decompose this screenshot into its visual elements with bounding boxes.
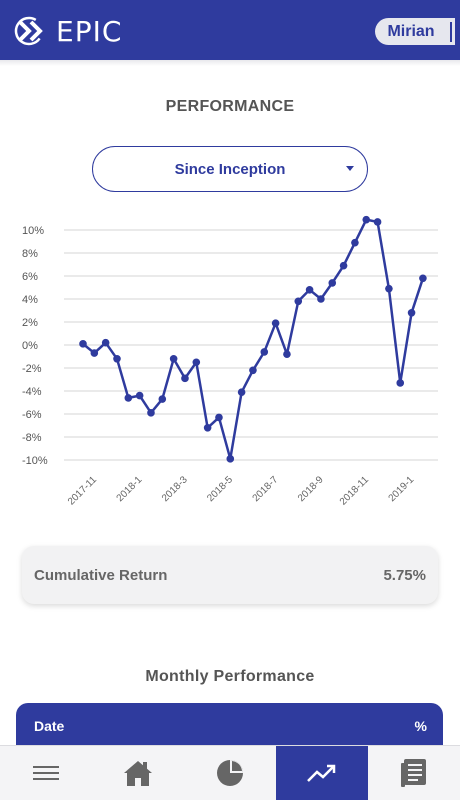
data-point[interactable] xyxy=(169,355,178,363)
data-point[interactable] xyxy=(294,297,303,306)
data-point[interactable] xyxy=(249,366,257,375)
header-shadow xyxy=(0,60,460,66)
data-point[interactable] xyxy=(192,358,201,367)
cumulative-return-label: Cumulative Return xyxy=(34,567,168,584)
y-tick-label: -4% xyxy=(22,386,42,398)
cumulative-return-value: 5.75% xyxy=(383,567,426,584)
y-tick-label: 4% xyxy=(22,294,38,306)
x-tick-label: 2018-9 xyxy=(296,474,326,504)
bottom-nav xyxy=(0,745,460,800)
data-point[interactable] xyxy=(226,455,235,463)
nav-home[interactable] xyxy=(92,746,184,800)
y-tick-label: 6% xyxy=(22,271,38,283)
monthly-performance-title: Monthly Performance xyxy=(145,668,315,685)
user-menu-button[interactable]: Mirian xyxy=(375,18,455,45)
x-tick-label: 2017-11 xyxy=(66,474,100,508)
data-point[interactable] xyxy=(147,409,155,417)
data-point[interactable] xyxy=(237,388,246,396)
data-point[interactable] xyxy=(351,238,359,247)
data-point[interactable] xyxy=(362,215,371,224)
period-selected-value: Since Inception xyxy=(174,160,286,178)
data-point[interactable] xyxy=(305,286,314,294)
y-tick-label: -2% xyxy=(22,363,42,375)
user-name: Mirian xyxy=(387,22,435,40)
data-point[interactable] xyxy=(373,218,382,226)
data-point[interactable] xyxy=(283,350,291,358)
x-tick-label: 2018-1 xyxy=(115,474,145,504)
trend-icon xyxy=(307,764,336,782)
data-point[interactable] xyxy=(124,394,133,402)
x-tick-label: 2018-3 xyxy=(160,474,190,504)
y-tick-label: -10% xyxy=(22,455,48,467)
x-tick-label: 2018-7 xyxy=(251,474,281,504)
performance-title: PERFORMANCE xyxy=(165,98,295,115)
nav-allocation[interactable] xyxy=(184,746,276,800)
data-point[interactable] xyxy=(271,319,280,327)
logo-text: EPIC xyxy=(56,14,123,48)
data-point[interactable] xyxy=(396,379,405,387)
y-tick-label: 10% xyxy=(22,225,44,237)
data-point[interactable] xyxy=(181,374,189,383)
data-point[interactable] xyxy=(203,424,212,432)
data-point[interactable] xyxy=(90,349,99,357)
column-header-date[interactable]: Date xyxy=(34,718,65,734)
y-tick-label: 0% xyxy=(22,340,38,352)
data-point[interactable] xyxy=(113,355,121,363)
data-point[interactable] xyxy=(407,309,416,317)
logo-arrows-icon xyxy=(14,16,44,46)
performance-chart: 10% 8% 6% 4% 2% 0% -2% -4% -6% -8% -10% 2017-11 2018… xyxy=(22,215,438,508)
nav-menu[interactable] xyxy=(0,746,92,800)
cumulative-return-card: Cumulative Return 5.75% xyxy=(22,546,438,604)
nav-reports[interactable] xyxy=(368,746,460,800)
pie-chart-icon xyxy=(217,760,243,786)
data-point[interactable] xyxy=(79,340,87,348)
data-point[interactable] xyxy=(385,284,393,293)
data-point[interactable] xyxy=(158,395,167,403)
data-point[interactable] xyxy=(339,261,348,270)
y-tick-label: 8% xyxy=(22,248,38,260)
app-header: EPIC Mirian xyxy=(0,0,460,60)
data-point[interactable] xyxy=(260,348,269,356)
y-tick-label: -6% xyxy=(22,409,42,421)
nav-performance[interactable] xyxy=(276,746,368,800)
menu-icon xyxy=(33,766,59,780)
data-point[interactable] xyxy=(215,413,223,422)
y-tick-label: 2% xyxy=(22,317,38,329)
period-dropdown[interactable]: Since Inception xyxy=(92,146,368,192)
data-point[interactable] xyxy=(419,274,427,283)
home-icon xyxy=(124,761,152,786)
data-point[interactable] xyxy=(101,338,110,347)
column-header-percent[interactable]: % xyxy=(414,718,427,734)
data-point[interactable] xyxy=(135,391,144,400)
x-tick-label: 2018-11 xyxy=(338,474,372,508)
x-tick-label: 2018-5 xyxy=(205,474,235,504)
epic-logo[interactable]: EPIC xyxy=(14,14,123,48)
data-point[interactable] xyxy=(328,279,337,287)
y-tick-label: -8% xyxy=(22,432,42,444)
data-point[interactable] xyxy=(317,295,325,303)
x-tick-label: 2019-1 xyxy=(387,474,417,504)
chevron-down-icon xyxy=(346,166,354,171)
report-icon xyxy=(401,759,426,787)
series-line xyxy=(82,218,425,461)
